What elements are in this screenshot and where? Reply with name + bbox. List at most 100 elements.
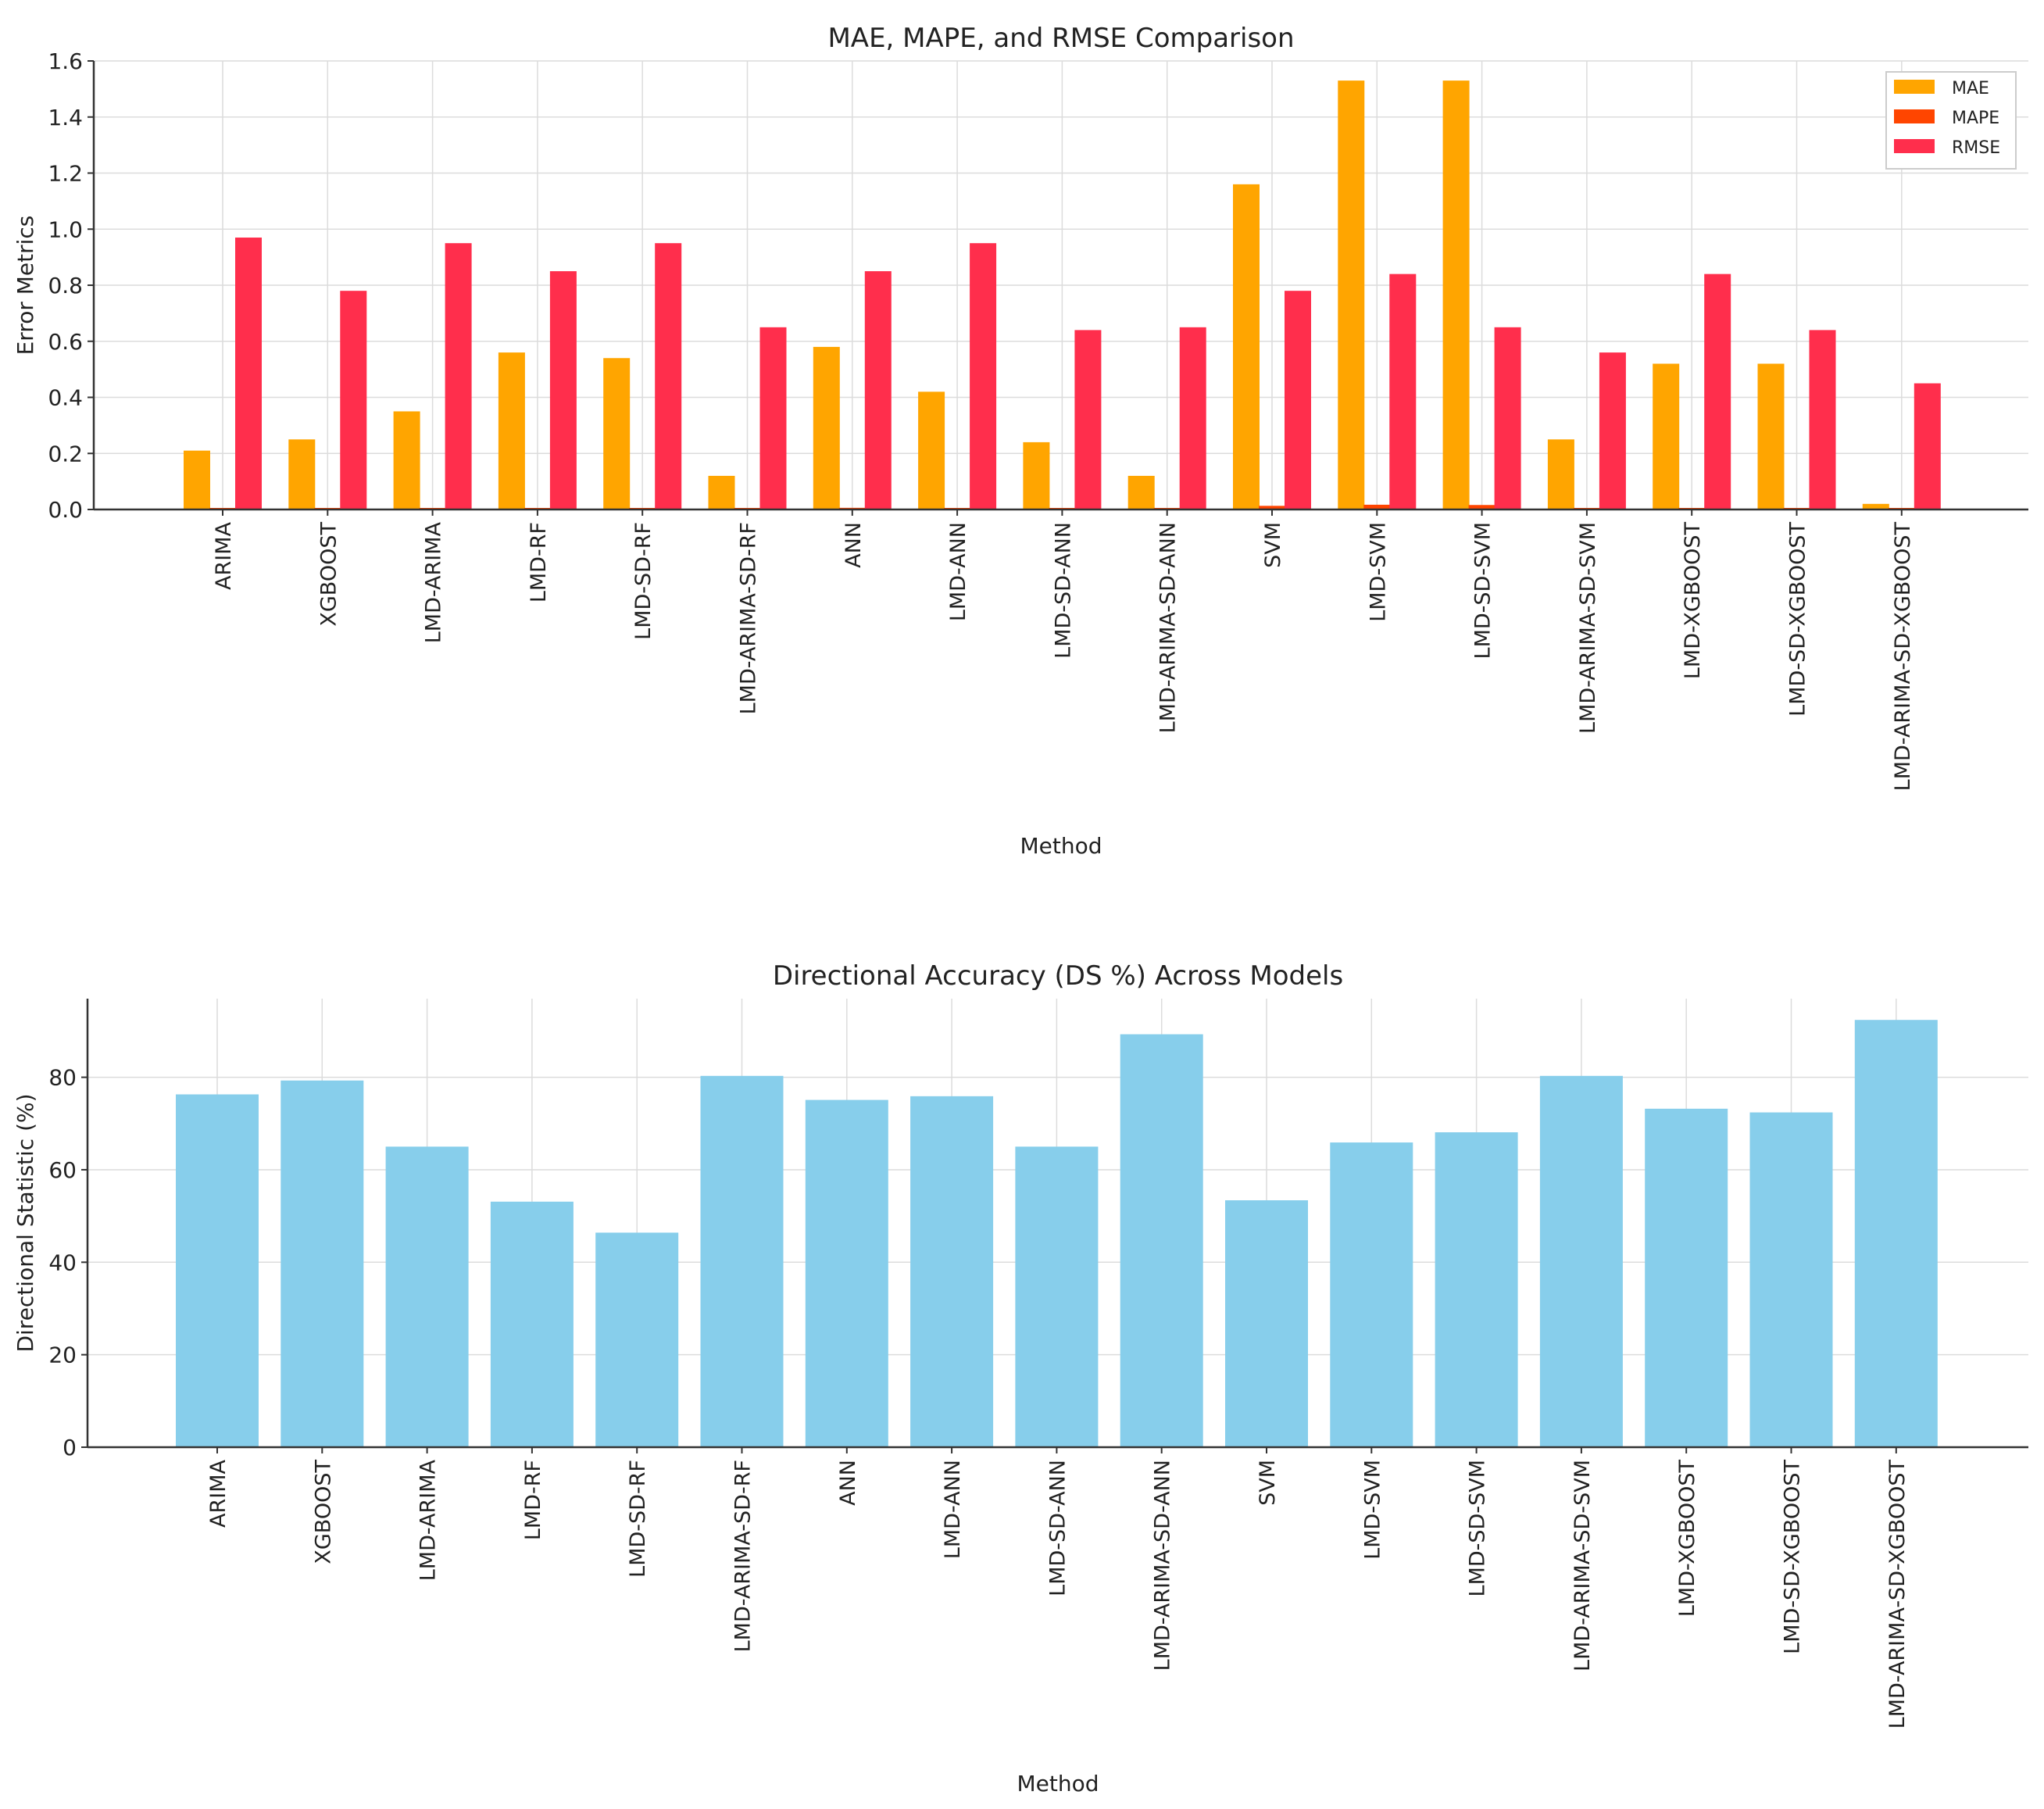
chart1-bar-rmse-xgboost <box>340 291 367 509</box>
chart2-x-tick-label-lmd-sd-xgboost: LMD-SD-XGBOOST <box>1781 1460 1805 1654</box>
chart2-y-tick-label: 60 <box>48 1157 77 1183</box>
chart1-x-tick-label-lmd-sd-xgboost: LMD-SD-XGBOOST <box>1786 522 1810 717</box>
chart2-bar-ds-xgboost <box>281 1080 364 1447</box>
chart1-bar-rmse-lmd-rf <box>549 271 577 509</box>
chart1-bar-mae-lmd-arima-sd-xgboost <box>1862 503 1889 509</box>
chart2-x-tick-label-lmd-ann: LMD-ANN <box>941 1460 965 1559</box>
chart1-bar-mae-svm <box>1233 184 1260 509</box>
chart2-bar-ds-lmd-sd-svm <box>1435 1132 1518 1447</box>
chart1-y-tick-label: 1.6 <box>48 48 83 74</box>
chart2-y-tick-label: 0 <box>63 1435 77 1460</box>
chart2-x-tick-label-lmd-sd-ann: LMD-SD-ANN <box>1045 1460 1070 1596</box>
chart1-bar-mae-lmd-arima <box>393 411 420 509</box>
legend-swatch-rmse <box>1894 139 1935 153</box>
chart1-bar-mape-svm <box>1259 506 1285 509</box>
chart2-bar-ds-lmd-sd-rf <box>595 1232 679 1447</box>
chart2-y-tick-label: 20 <box>48 1342 77 1368</box>
chart1-bar-mae-lmd-svm <box>1338 80 1365 510</box>
chart1-y-tick-label: 0.4 <box>48 385 83 411</box>
chart2-bar-ds-svm <box>1225 1200 1308 1447</box>
chart2-bar-ds-lmd-arima-sd-svm <box>1539 1075 1623 1447</box>
chart2-title: Directional Accuracy (DS %) Across Model… <box>773 960 1343 992</box>
chart1-bar-mae-xgboost <box>288 439 316 509</box>
chart1-x-tick-label-arima: ARIMA <box>212 521 236 589</box>
chart1-bar-mape-lmd-svm <box>1363 504 1391 509</box>
chart1-x-tick-label-ann: ANN <box>842 522 866 568</box>
chart2-x-tick-label-lmd-rf: LMD-RF <box>521 1460 545 1540</box>
chart1-bar-rmse-lmd-xgboost <box>1704 273 1731 509</box>
chart1-bar-mae-lmd-sd-ann <box>1023 442 1050 509</box>
chart2-x-axis-label: Method <box>1017 1771 1099 1796</box>
chart1-bar-mae-lmd-xgboost <box>1653 363 1680 509</box>
chart1-x-tick-label-lmd-sd-svm: LMD-SD-SVM <box>1471 522 1495 659</box>
chart1-x-tick-label-lmd-svm: LMD-SVM <box>1366 522 1390 622</box>
chart2-bar-ds-lmd-arima-sd-ann <box>1120 1034 1203 1447</box>
chart1-x-tick-label-lmd-ann: LMD-ANN <box>946 522 970 621</box>
chart2-bar-ds-lmd-svm <box>1330 1142 1413 1447</box>
chart1-y-tick-label: 0.2 <box>48 441 83 467</box>
chart2-bar-ds-lmd-sd-ann <box>1015 1146 1099 1447</box>
chart2-y-axis-label: Directional Statistic (%) <box>13 1093 38 1352</box>
chart2-y-tick-label: 40 <box>48 1249 77 1275</box>
chart2-bars <box>176 1020 1938 1447</box>
chart1-gridlines <box>94 60 2028 510</box>
chart2-y-ticks: 0 20 40 60 80 <box>48 1065 88 1460</box>
chart1-y-tick-label: 0.6 <box>48 329 83 355</box>
chart2-x-tick-label-lmd-xgboost: LMD-XGBOOST <box>1675 1460 1699 1618</box>
chart1-y-axis-label: Error Metrics <box>13 216 38 356</box>
chart1-x-ticks: ARIMA XGBOOST LMD-ARIMA LMD-RF LMD-SD-RF LMD-… <box>212 509 1915 791</box>
chart1-bar-mape-lmd-sd-svm <box>1468 505 1495 509</box>
chart2-x-ticks: ARIMA XGBOOST LMD-ARIMA LMD-RF LMD-SD-RF LMD-… <box>206 1447 1910 1729</box>
chart1-bar-mae-arima <box>184 450 210 509</box>
chart2-x-tick-label-ann: ANN <box>836 1460 860 1506</box>
chart1-y-tick-label: 0.8 <box>48 273 83 299</box>
directional-accuracy-chart: 0 20 40 60 80 ARIMA XGBOOST LMD-ARIMA LMD-RF LMD… <box>13 960 2028 1796</box>
chart1-bar-rmse-ann <box>864 271 892 509</box>
chart2-bar-ds-ann <box>805 1099 888 1447</box>
chart1-x-tick-label-lmd-arima: LMD-ARIMA <box>422 521 446 643</box>
chart2-x-tick-label-lmd-arima-sd-ann: LMD-ARIMA-SD-ANN <box>1151 1460 1175 1671</box>
chart1-x-tick-label-lmd-arima-sd-ann: LMD-ARIMA-SD-ANN <box>1156 522 1181 733</box>
chart1-y-ticks: 0.0 0.2 0.4 0.6 0.8 1.0 1.2 1.4 1.6 <box>48 48 94 523</box>
chart1-bar-mae-lmd-sd-rf <box>603 358 631 509</box>
chart1-x-tick-label-lmd-arima-sd-svm: LMD-ARIMA-SD-SVM <box>1576 522 1600 734</box>
chart1-bar-mae-lmd-ann <box>918 391 945 509</box>
chart1-bars <box>184 80 1941 510</box>
chart1-bar-mae-lmd-arima-sd-ann <box>1127 475 1155 509</box>
chart1-bar-rmse-lmd-sd-ann <box>1074 330 1102 509</box>
chart1-bar-rmse-arima <box>235 238 262 509</box>
chart1-bar-rmse-lmd-arima-sd-xgboost <box>1914 383 1941 509</box>
legend-swatch-mape <box>1894 109 1935 123</box>
chart2-x-tick-label-lmd-arima-sd-svm: LMD-ARIMA-SD-SVM <box>1571 1460 1595 1671</box>
chart2-bar-ds-lmd-arima-sd-rf <box>700 1075 784 1447</box>
chart1-bar-mae-ann <box>813 346 840 509</box>
chart1-bar-rmse-lmd-sd-rf <box>655 243 682 509</box>
chart1-bar-rmse-lmd-arima-sd-svm <box>1599 352 1626 509</box>
chart1-bar-mae-lmd-rf <box>498 352 525 509</box>
chart1-x-tick-label-xgboost: XGBOOST <box>316 521 341 626</box>
chart1-bar-rmse-lmd-ann <box>970 243 997 509</box>
chart2-x-tick-label-lmd-sd-rf: LMD-SD-RF <box>626 1460 650 1578</box>
chart1-bar-mae-lmd-sd-svm <box>1442 80 1470 510</box>
chart1-bar-rmse-lmd-sd-xgboost <box>1809 330 1836 509</box>
chart1-bar-rmse-lmd-arima-sd-ann <box>1179 327 1206 509</box>
chart2-x-tick-label-arima: ARIMA <box>206 1459 230 1527</box>
legend-label-mae: MAE <box>1952 79 1989 98</box>
chart1-bar-mae-lmd-sd-xgboost <box>1757 363 1785 509</box>
chart1-y-tick-label: 1.2 <box>48 161 83 187</box>
chart1-bar-mae-lmd-arima-sd-rf <box>708 475 735 509</box>
chart1-x-tick-label-lmd-sd-rf: LMD-SD-RF <box>631 522 656 640</box>
chart2-x-tick-label-svm: SVM <box>1256 1460 1280 1506</box>
chart1-x-axis-label: Method <box>1020 833 1102 859</box>
chart1-x-tick-label-lmd-xgboost: LMD-XGBOOST <box>1681 522 1705 680</box>
chart2-bar-ds-lmd-rf <box>490 1201 574 1447</box>
chart1-bar-rmse-lmd-svm <box>1389 273 1417 509</box>
chart1-bar-mae-lmd-arima-sd-svm <box>1547 439 1574 509</box>
chart1-bar-rmse-svm <box>1285 291 1311 509</box>
chart1-x-tick-label-lmd-arima-sd-rf: LMD-ARIMA-SD-RF <box>737 522 761 714</box>
chart1-y-tick-label: 0.0 <box>48 497 83 523</box>
chart1-bar-rmse-lmd-sd-svm <box>1494 327 1521 509</box>
chart2-x-tick-label-lmd-arima: LMD-ARIMA <box>416 1459 441 1581</box>
legend-label-rmse: RMSE <box>1952 138 2000 158</box>
